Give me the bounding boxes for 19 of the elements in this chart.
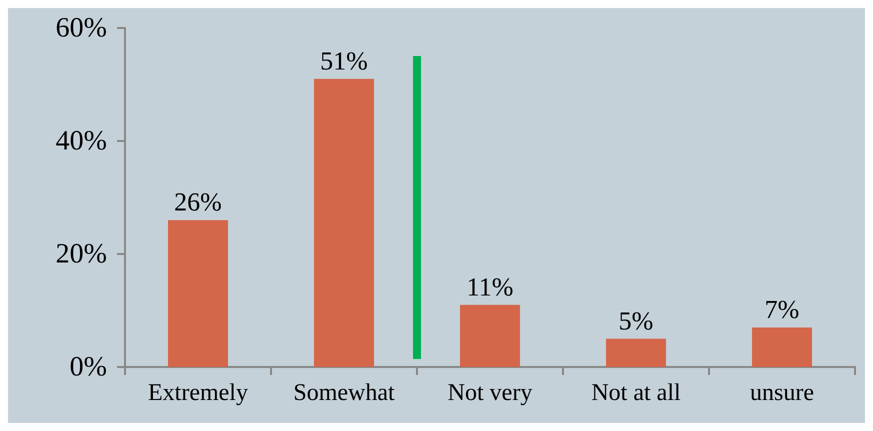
- bar: [752, 327, 812, 367]
- bar: [168, 220, 228, 367]
- x-tick-label: Not at all: [591, 380, 681, 406]
- data-label: 5%: [618, 306, 654, 336]
- x-tick-label: Extremely: [148, 380, 248, 406]
- y-tick-label: 0%: [70, 352, 107, 382]
- data-label: 26%: [174, 188, 222, 217]
- data-label: 7%: [764, 294, 800, 324]
- x-tick-label: unsure: [750, 380, 814, 406]
- bar: [606, 338, 666, 367]
- data-label: 11%: [466, 272, 514, 302]
- y-tick-label: 20%: [56, 238, 107, 270]
- data-label: 51%: [320, 46, 368, 76]
- y-tick-label: 60%: [56, 12, 107, 44]
- y-tick-label: 40%: [56, 126, 107, 156]
- x-tick-label: Somewhat: [293, 380, 395, 406]
- bar: [314, 78, 374, 367]
- x-tick-label: Not very: [448, 380, 532, 406]
- bar: [460, 304, 520, 367]
